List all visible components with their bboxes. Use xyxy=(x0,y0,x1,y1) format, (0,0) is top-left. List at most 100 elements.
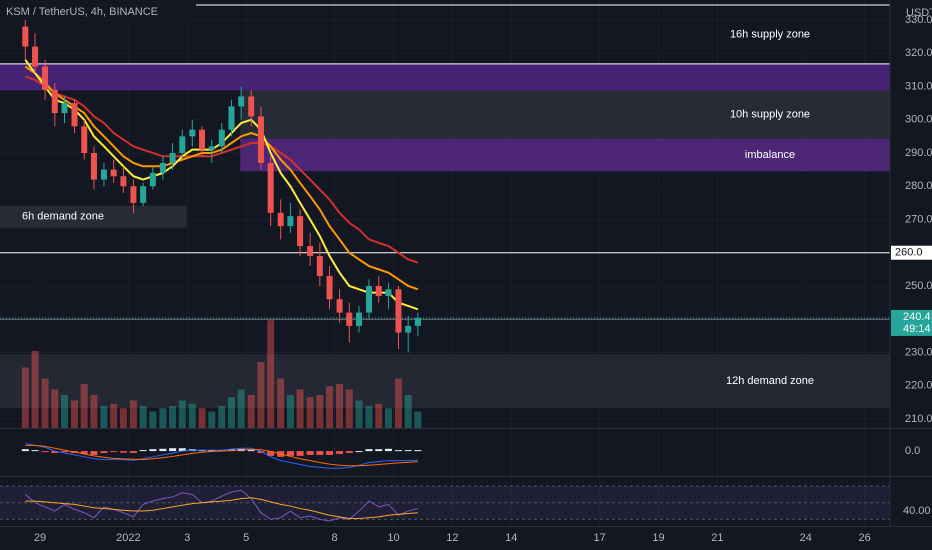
candle-body xyxy=(100,169,107,180)
y-tick-label: 0.0 xyxy=(905,445,920,457)
volume-bar xyxy=(326,386,334,428)
x-tick-label: 5 xyxy=(243,532,249,544)
y-tick-label: 40.00 xyxy=(903,505,931,517)
volume-bar xyxy=(237,389,245,428)
volume-bar xyxy=(404,395,412,428)
macd-histogram-bar xyxy=(286,451,294,456)
candle-body xyxy=(81,126,88,153)
volume-bar xyxy=(71,400,79,428)
volume-bar xyxy=(149,411,157,428)
x-tick-label: 2022 xyxy=(116,532,140,544)
zone-label: 10h supply zone xyxy=(730,108,810,120)
candle-body xyxy=(287,216,294,227)
candle-body xyxy=(336,299,343,313)
title-background xyxy=(0,2,196,20)
candle-body xyxy=(326,276,333,300)
candle-body xyxy=(90,152,97,180)
zone-label: 6h demand zone xyxy=(22,211,104,223)
macd-histogram-bar xyxy=(365,449,373,452)
candle-body xyxy=(179,136,186,153)
y-tick-label: 300.0 xyxy=(905,114,932,126)
macd-histogram-bar xyxy=(316,451,324,455)
candle-body xyxy=(267,162,274,213)
volume-bar xyxy=(218,406,226,428)
macd-histogram-bar xyxy=(414,450,422,452)
macd-histogram-bar xyxy=(394,450,402,452)
volume-bar xyxy=(375,403,383,428)
volume-bar xyxy=(178,400,186,428)
macd-histogram-bar xyxy=(267,451,275,456)
volume-bar xyxy=(345,389,353,428)
candle-body xyxy=(297,216,304,247)
zone-label: imbalance xyxy=(745,149,795,161)
zone xyxy=(240,138,890,172)
level-label: 260.0 xyxy=(895,247,923,259)
candle-body xyxy=(395,289,402,333)
volume-bar xyxy=(90,395,98,428)
price-panel: 16h supply zone 10h supply zone imbalance 6… xyxy=(0,4,890,428)
candle-body xyxy=(316,256,323,277)
macd-histogram-bar xyxy=(119,451,127,453)
candle-body xyxy=(189,129,196,137)
macd-line xyxy=(25,442,418,469)
macd-histogram-bar xyxy=(31,450,39,452)
candle-body xyxy=(366,285,373,313)
x-tick-label: 17 xyxy=(593,532,605,544)
candle-body xyxy=(130,186,137,203)
macd-histogram-bar xyxy=(41,451,49,453)
candle-body xyxy=(120,176,127,187)
macd-histogram-bar xyxy=(326,451,334,455)
volume-bar xyxy=(51,389,59,428)
y-tick-label: 320.0 xyxy=(905,47,932,59)
x-tick-label: 10 xyxy=(387,532,399,544)
y-tick-label: 270.0 xyxy=(905,213,932,225)
y-tick-label: 220.0 xyxy=(905,380,932,392)
macd-histogram-bar xyxy=(257,451,265,453)
volume-bar xyxy=(129,400,137,428)
volume-bar xyxy=(31,351,39,428)
volume-bar xyxy=(159,408,167,428)
macd-histogram-bar xyxy=(100,451,108,453)
volume-bar xyxy=(365,406,373,428)
rsi-line xyxy=(25,497,418,520)
candle-body xyxy=(218,129,225,147)
indicator-panels xyxy=(0,442,890,522)
volume-bar xyxy=(80,384,88,428)
candle-body xyxy=(238,96,245,107)
candle-body xyxy=(307,246,314,257)
candle-body xyxy=(385,289,392,296)
x-tick-label: 12 xyxy=(446,532,458,544)
unit-label: USDT xyxy=(906,7,932,19)
candle-body xyxy=(414,317,421,326)
macd-histogram-bar xyxy=(159,448,167,452)
volume-bar xyxy=(296,389,304,428)
volume-bar xyxy=(355,400,363,428)
y-tick-label: 250.0 xyxy=(905,280,932,292)
macd-histogram-bar xyxy=(149,449,157,452)
candle-body xyxy=(61,103,68,114)
volume-bar xyxy=(188,403,196,428)
volume-bar xyxy=(60,395,68,428)
volume-bar xyxy=(267,320,275,428)
ema-line xyxy=(25,75,419,264)
y-tick-label: 290.0 xyxy=(905,147,932,159)
candle-body xyxy=(110,169,117,177)
volume-bar xyxy=(336,384,344,428)
y-tick-label: 310.0 xyxy=(905,80,932,92)
candle-body xyxy=(149,172,156,187)
x-tick-label: 29 xyxy=(34,532,46,544)
volume-bar xyxy=(277,378,285,428)
volume-bar xyxy=(100,406,108,428)
candle-body xyxy=(248,96,255,117)
volume-bar xyxy=(208,411,216,428)
level-label-box xyxy=(891,245,932,260)
candle-body xyxy=(159,162,166,173)
volume-bar xyxy=(247,395,255,428)
candle-body xyxy=(375,285,382,296)
macd-histogram-bar xyxy=(51,451,59,453)
x-tick-label: 21 xyxy=(711,532,723,544)
macd-histogram-bar xyxy=(384,448,392,452)
macd-histogram-bar xyxy=(296,451,304,456)
candle-body xyxy=(71,103,78,127)
